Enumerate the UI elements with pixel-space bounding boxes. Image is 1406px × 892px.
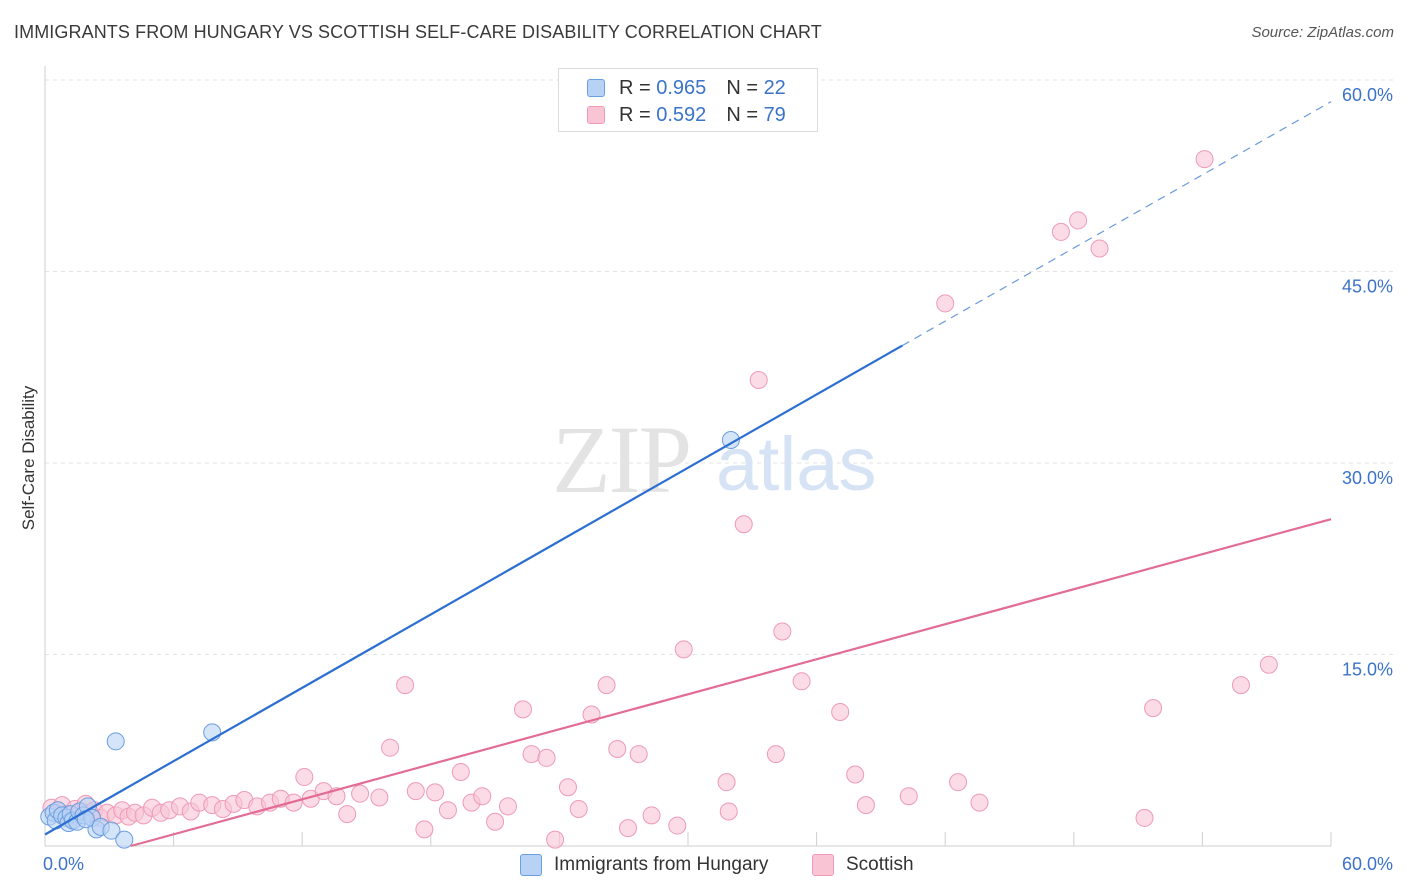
legend-n-value: 22 [763,76,786,99]
scottish-point [629,745,648,764]
watermark-atlas: atlas [716,422,877,507]
legend-row-hungary: R = 0.965 N = 22 [587,77,786,99]
watermark-zip: ZIP [552,406,690,513]
scottish-point [949,773,968,792]
scottish-point [1195,150,1214,169]
y-tick-label: 45.0% [1342,277,1393,297]
trendlines [44,101,1332,848]
hungary-swatch [587,79,605,97]
scottish-point [370,788,389,807]
scottish-point [674,640,693,659]
scottish-point [766,745,785,764]
scottish-point [773,622,792,641]
bottom-legend-hungary: Immigrants from Hungary [520,852,768,878]
scottish-trendline [130,518,1332,848]
legend-r-label: R = [619,103,651,126]
x-tick-label: 60.0% [1342,854,1393,874]
scottish-point [719,802,738,821]
y-tick-label: 30.0% [1342,468,1393,488]
scottish-point [406,782,425,801]
scottish-point [717,773,736,792]
scottish-point [1069,211,1088,230]
legend-r-value: 0.965 [656,76,707,99]
scottish-point [618,819,637,838]
chart-title: IMMIGRANTS FROM HUNGARY VS SCOTTISH SELF… [14,22,822,42]
y-axis-label: Self-Care Disability [19,385,38,530]
scottish-point [936,294,955,313]
legend-r-label: R = [619,76,651,99]
scottish-point [899,787,918,806]
hungary-point [115,830,134,849]
hungary-point [76,810,95,829]
hungary-trendline [44,344,903,836]
legend-n-label: N = [726,103,758,126]
scottish-point [668,816,687,835]
hungary-point [102,821,121,840]
scottish-point [608,739,627,758]
y-tick-label: 60.0% [1342,85,1393,105]
hungary-trendline-extension [902,101,1332,347]
scottish-point [295,768,314,787]
scottish-point [597,676,616,695]
tick-labels: 15.0% 30.0% 45.0% 60.0% 0.0% 60.0% [43,85,1393,874]
scottish-point [558,778,577,797]
scottish-swatch [587,106,605,124]
scottish-point [546,830,565,849]
scottish-point [856,796,875,815]
scottish-point [1135,808,1154,827]
scottish-point [351,784,370,803]
x-tick-label: 0.0% [43,854,84,874]
scottish-point [415,820,434,839]
legend-row-scottish: R = 0.592 N = 79 [587,104,786,126]
hungary-point [721,431,740,450]
gridlines [45,79,1393,655]
scottish-point [642,806,661,825]
scottish-point [792,672,811,691]
scottish-point [473,787,492,806]
scottish-point [1051,222,1070,241]
scottish-point [381,738,400,757]
source-note: Source: ZipAtlas.com [1251,24,1394,41]
hungary-legend-label: Immigrants from Hungary [554,854,769,875]
legend-r-value: 0.592 [656,103,707,126]
scottish-point [846,765,865,784]
scottish-point [522,745,541,764]
legend-n-label: N = [726,76,758,99]
y-tick-label: 15.0% [1342,660,1393,680]
scottish-point [1090,239,1109,258]
scottish-point [513,700,532,719]
scottish-point [438,801,457,820]
scottish-point [451,762,470,781]
hungary-legend-swatch [520,854,542,876]
scottish-point [537,748,556,767]
scottish-point [1231,676,1250,695]
scottish-point [426,783,445,802]
scottish-point [831,702,850,721]
scottish-legend-label: Scottish [846,854,914,875]
scottish-point [970,793,989,812]
scottish-point [749,371,768,390]
correlation-legend: R = 0.965 N = 22 R = 0.592 N = 79 [558,68,818,132]
scottish-point [1259,655,1278,674]
bottom-legend-scottish: Scottish [812,852,914,878]
scottish-point [396,676,415,695]
scottish-point [498,797,517,816]
scottish-legend-swatch [812,854,834,876]
hungary-point [106,732,125,751]
legend-n-value: 79 [763,103,786,126]
scottish-point [1144,699,1163,718]
scottish-point [338,805,357,824]
scottish-point [734,515,753,534]
hungary-points [40,431,740,849]
watermark: ZIP atlas [552,406,877,513]
scottish-point [486,812,505,831]
scottish-point [569,799,588,818]
